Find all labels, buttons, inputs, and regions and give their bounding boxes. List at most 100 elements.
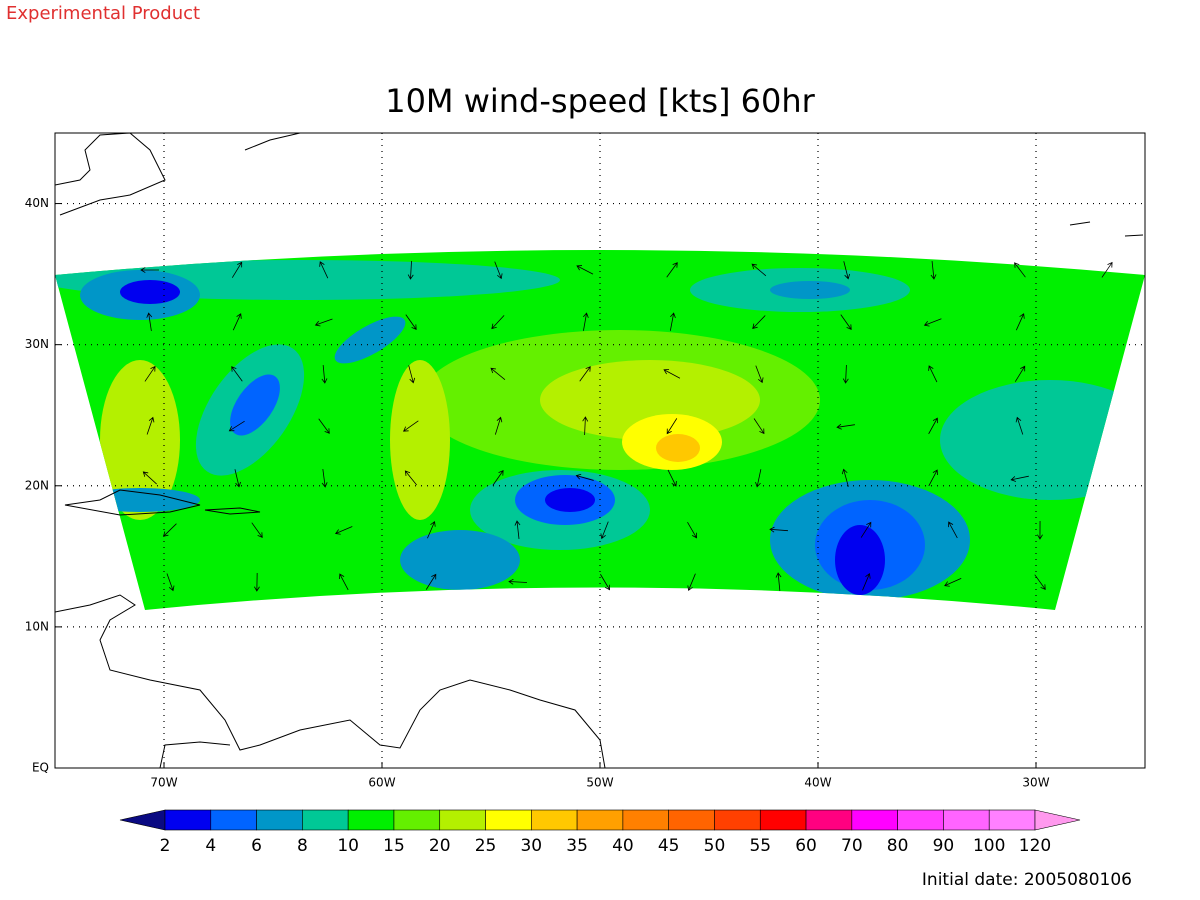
field-area [770,281,850,299]
colorbar-label: 8 [297,836,308,856]
wind-arrow [944,577,962,587]
wind-arrow [146,416,155,435]
wind-arrow [928,469,938,487]
wind-arrow [514,520,521,539]
colorbar-swatch [210,809,257,831]
wind-field [55,250,1145,610]
coastline [159,741,231,768]
wind-arrow [407,260,414,280]
y-tick-label: 30N [25,337,49,351]
colorbar-label: 2 [160,836,171,856]
wind-arrow [843,261,851,280]
x-tick-label: 40W [804,776,831,790]
wind-arrow [923,318,942,327]
colorbar-label: 80 [887,836,909,856]
x-tick-label: 60W [368,776,395,790]
wind-arrow [408,365,416,384]
wind-arrow [232,313,242,331]
wind-arrow [321,469,328,488]
colorbar-swatch [714,809,761,831]
field-area [656,434,700,462]
colorbar-label: 10 [337,836,359,856]
x-tick-label: 50W [586,776,613,790]
coastline [244,133,301,151]
coastline [204,507,261,515]
field-area [940,380,1145,500]
colorbar-swatch [622,809,669,831]
colorbar-swatch [576,809,624,831]
coastline [64,489,201,516]
wind-arrow [576,265,594,275]
wind-arrow [142,471,157,485]
wind-arrow [231,261,243,278]
colorbar-label: 120 [1019,836,1051,856]
colorbar-end [119,809,166,831]
wind-arrow [669,312,676,331]
wind-arrow [253,572,260,592]
wind-arrow [842,364,849,384]
wind-arrow [404,470,417,486]
colorbar-swatch [485,809,532,831]
coastline [55,133,166,216]
wind-arrow [600,521,609,540]
wind-arrow [403,420,419,432]
wind-arrow [775,572,782,591]
wind-arrow [841,468,849,487]
wind-arrow [231,366,243,382]
wind-arrow [334,526,353,535]
wind-arrow [582,416,589,436]
colorbar-swatch [302,809,349,831]
wind-arrow [251,522,263,538]
wind-arrow [862,572,871,591]
wind-arrow [491,315,505,330]
wind-arrows [140,260,1113,592]
wind-arrow [1014,365,1026,382]
wind-arrow [494,416,503,435]
colorbar-label: 15 [383,836,405,856]
colorbar-swatch [439,809,486,831]
colorbar-swatch [805,809,853,831]
wind-arrow [663,369,681,379]
colorbar-end [1034,809,1081,831]
colorbar-label: 6 [251,836,262,856]
colorbar-swatch [393,809,441,831]
wind-arrow [234,469,241,488]
colorbar-label: 100 [973,836,1005,856]
field-area [100,360,180,520]
wind-arrow [492,469,504,486]
wind-arrow [1010,475,1029,482]
wind-arrow [144,365,156,382]
wind-arrow [751,263,767,277]
wind-arrow [928,365,938,383]
colorbar-swatch [988,809,1036,831]
wind-arrow [1015,313,1025,331]
colorbar-swatch [759,809,807,831]
wind-arrow [494,261,503,280]
field-area [545,488,595,512]
wind-arrow [769,526,789,533]
wind-arrow [319,261,329,279]
colorbar: 2 4 6 8 10 15 20 25 30 35 40 45 50 55 60 70 80 90 100 120 [119,809,1081,856]
wind-arrow [752,315,766,330]
wind-arrow [162,523,177,537]
x-tick-label: 30W [1022,776,1049,790]
colorbar-swatch [668,809,715,831]
wind-arrow [755,469,762,488]
colorbar-swatch [256,809,303,831]
wind-arrow [600,574,611,591]
field-area [390,360,450,520]
wind-arrow [928,417,938,435]
colorbar-label: 55 [749,836,771,856]
wind-arrow [490,367,506,381]
colorbar-label: 35 [566,836,588,856]
field-area [540,360,760,440]
colorbar-label: 25 [475,836,497,856]
colorbar-label: 90 [933,836,955,856]
wind-arrow [508,578,528,585]
wind-arrow [1037,520,1043,540]
colorbar-swatch [347,809,395,831]
field-area [334,316,406,364]
coastline [1069,221,1144,237]
wind-arrow [753,418,765,435]
